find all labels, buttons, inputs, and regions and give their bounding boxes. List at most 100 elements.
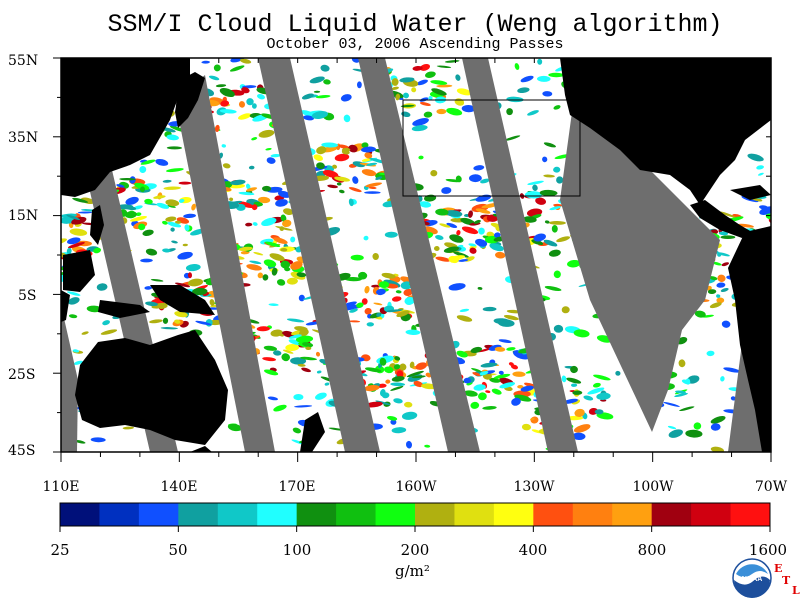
- cloud-patch: [720, 376, 725, 382]
- cloud-patch: [448, 255, 465, 261]
- cloud-patch: [441, 187, 452, 194]
- cloud-patch: [364, 191, 381, 194]
- land-centralamerica: [690, 200, 752, 238]
- cloud-patch: [506, 108, 513, 116]
- cloud-patch: [322, 169, 339, 178]
- cloud-patch: [138, 223, 146, 231]
- cloud-patch: [251, 103, 257, 109]
- cloud-patch: [69, 228, 88, 236]
- cloud-patch: [296, 272, 307, 278]
- cloud-patch: [214, 124, 220, 132]
- lat-label-25s: 25S: [8, 367, 36, 383]
- cloud-patch: [468, 210, 473, 218]
- cloud-patch: [393, 364, 401, 370]
- cloud-patch: [517, 384, 524, 389]
- cloud-patch: [134, 182, 150, 190]
- cloud-patch: [245, 222, 253, 227]
- cloud-patch: [544, 286, 562, 291]
- cloud-patch: [257, 94, 265, 100]
- cloud-patch: [248, 165, 255, 170]
- cloud-patch: [290, 357, 307, 365]
- cloud-patch: [96, 283, 108, 291]
- cloud-patch: [334, 153, 350, 162]
- cloud-patch: [324, 382, 330, 386]
- cloud-patch: [313, 90, 321, 93]
- cloud-patch: [162, 179, 172, 183]
- cloud-patch: [455, 74, 461, 81]
- cloud-patch: [302, 342, 314, 348]
- colorbar-swatch: [296, 503, 337, 526]
- cloud-patch: [187, 272, 193, 279]
- cloud-patch: [201, 60, 210, 64]
- cloud-patch: [485, 390, 491, 393]
- cloud-patch: [419, 201, 432, 208]
- cloud-patch: [543, 174, 555, 178]
- lat-label-15n: 15N: [8, 208, 39, 224]
- colorbar-swatch: [651, 503, 692, 526]
- cloud-patch: [566, 377, 582, 384]
- cloud-patch: [391, 78, 399, 86]
- cloud-patch: [364, 307, 372, 315]
- cloud-patch: [770, 250, 771, 252]
- cloud-patch: [592, 382, 601, 388]
- colorbar-ticks: [59, 526, 771, 532]
- cloud-patch: [372, 253, 379, 260]
- swath-gap-4: [258, 58, 380, 452]
- cloud-patch: [771, 242, 785, 249]
- cloud-patch: [539, 189, 558, 197]
- cloud-patch: [316, 146, 327, 155]
- cloud-patch: [517, 87, 530, 94]
- cloud-patch: [376, 288, 386, 296]
- cloud-patch: [482, 306, 497, 312]
- cloud-patch: [448, 283, 466, 291]
- cloud-patch: [553, 166, 561, 173]
- land-japan: [175, 72, 205, 128]
- colorbar-swatch: [138, 503, 179, 526]
- cloud-patch: [285, 343, 300, 352]
- figure-subtitle: October 03, 2006 Ascending Passes: [266, 36, 564, 53]
- cloud-patch: [90, 437, 106, 443]
- cloud-patch: [435, 235, 444, 240]
- cloud-patch: [258, 129, 275, 138]
- cloud-patch: [406, 370, 424, 378]
- cloud-patch: [238, 101, 246, 108]
- cloud-patch: [349, 320, 361, 323]
- land-newguinea: [150, 285, 215, 315]
- lon-label-170e: 170E: [278, 479, 316, 495]
- cloud-patch: [375, 176, 383, 180]
- cloud-patch: [456, 230, 461, 236]
- cloud-patch: [161, 127, 176, 133]
- cloud-patch: [542, 91, 553, 97]
- cloud-patch: [368, 186, 377, 190]
- cloud-patch: [183, 213, 196, 219]
- cloud-patch: [77, 211, 93, 214]
- cloud-patch: [553, 324, 564, 333]
- cloud-patch: [230, 179, 246, 186]
- cloud-patch: [351, 58, 361, 63]
- cloud-patch: [376, 312, 382, 317]
- cloud-patch: [102, 320, 110, 326]
- cloud-patch: [553, 203, 563, 207]
- cloud-patch: [401, 411, 418, 420]
- cloud-patch: [74, 439, 86, 444]
- colorbar-label-200: 200: [400, 541, 430, 559]
- cloud-patch: [494, 232, 501, 238]
- cloud-patch: [390, 382, 406, 387]
- cloud-patch: [140, 159, 156, 165]
- cloud-patch: [73, 360, 83, 365]
- cloud-patch: [667, 425, 677, 430]
- cloud-patch: [463, 377, 471, 384]
- cloud-patch: [396, 310, 410, 317]
- cloud-patch: [363, 235, 369, 241]
- cloud-patch: [348, 144, 358, 153]
- cloud-patch: [668, 429, 683, 438]
- cloud-patch: [506, 96, 524, 103]
- cloud-patch: [321, 142, 339, 148]
- land-tasmania: [190, 446, 212, 452]
- cloud-patch: [315, 351, 321, 357]
- cloud-patch: [723, 367, 741, 373]
- cloud-patch: [718, 231, 729, 236]
- cloud-patch: [478, 227, 485, 235]
- cloud-patch: [305, 346, 312, 351]
- cloud-patch: [343, 114, 351, 123]
